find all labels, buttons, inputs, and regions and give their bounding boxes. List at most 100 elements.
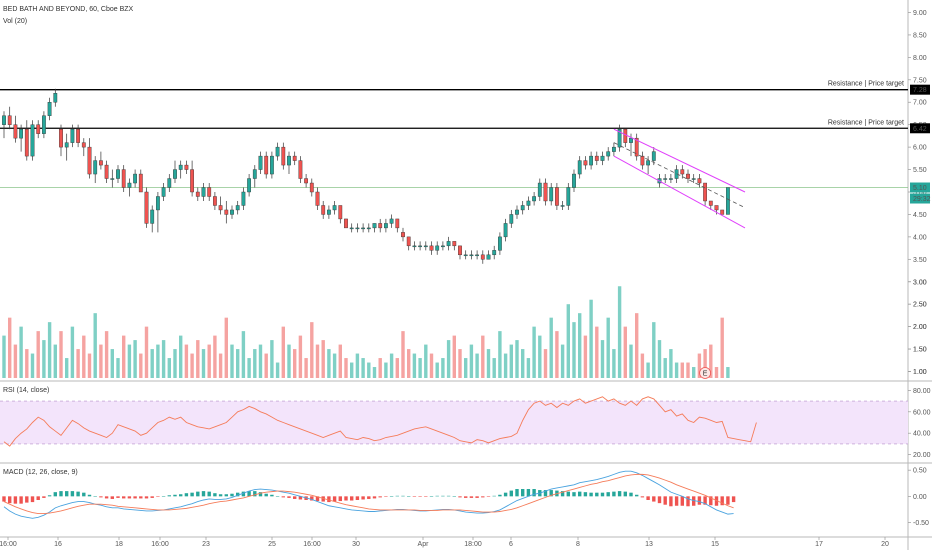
candle-body [418, 245, 422, 248]
macd-histogram-bar [82, 492, 86, 497]
axis-tick-label: 3.00 [913, 279, 927, 286]
volume-bar [646, 362, 650, 378]
candle-body [623, 128, 628, 143]
macd-histogram-bar [338, 496, 342, 502]
macd-histogram-bar [429, 496, 434, 497]
volume-bar [59, 331, 63, 378]
candle-body [309, 182, 314, 193]
time-tick-label: 15 [711, 541, 719, 548]
volume-bar [332, 353, 337, 378]
volume-bar [378, 358, 382, 378]
macd-histogram-bar [332, 496, 337, 502]
volume-bar [93, 313, 97, 378]
volume-bar [65, 358, 69, 378]
volume-bar [258, 344, 263, 378]
candle-body [406, 236, 411, 247]
time-axis[interactable]: 16:00 16 18 16:00 23 25 16:00 30 Apr 18:00 6 8 13 15 1… [0, 537, 889, 548]
macd-legend[interactable]: MACD (12, 26, close, 9) [3, 469, 78, 476]
candle-body [138, 173, 143, 193]
time-tick-label: 25 [268, 541, 276, 548]
rsi-legend[interactable]: RSI (14, close) [3, 387, 49, 394]
candle-body [178, 164, 183, 170]
axis-tick-label: 40.00 [913, 431, 931, 438]
candle-body [515, 209, 519, 215]
candle-body [184, 164, 189, 170]
candle-body [572, 173, 576, 188]
axis-tick-label: 2.00 [913, 324, 927, 331]
price-axis[interactable]: 9.008.508.007.507.006.506.005.505.004.50… [908, 10, 927, 376]
candle-body [475, 254, 479, 257]
macd-histogram-bar [167, 495, 171, 497]
volume-bar [2, 335, 6, 378]
macd-histogram-bar [612, 491, 616, 497]
volume-bar [110, 349, 114, 378]
candles [2, 88, 730, 264]
macd-histogram-bar [19, 496, 23, 504]
macd-histogram-bar [207, 491, 211, 497]
macd-histogram-bar [184, 493, 189, 497]
candle-body [526, 200, 531, 206]
volume-bar [310, 322, 314, 378]
candle-body [155, 196, 160, 211]
macd-histogram-bar [657, 496, 662, 504]
volume-bar [509, 344, 513, 378]
volume-bar [407, 349, 411, 378]
volume-bar [595, 326, 599, 378]
macd-histogram-bar [224, 494, 228, 497]
candle-body [230, 209, 234, 215]
candle-body [207, 187, 212, 197]
macd-histogram-bar [270, 494, 274, 497]
candle-body [110, 178, 115, 180]
macd-histogram-bar [213, 493, 217, 497]
volume-bar [241, 331, 246, 378]
volume-bar [389, 353, 394, 378]
axis-tick-label: 0.00 [913, 494, 927, 501]
macd-histogram-bar [179, 494, 183, 497]
volume-bar [298, 335, 303, 378]
volume-bar [367, 362, 371, 378]
volume-bar [344, 358, 348, 378]
macd-histogram-bar [669, 496, 673, 507]
volume-bar [201, 349, 206, 378]
macd-histogram-bar [686, 496, 690, 507]
macd-histogram-bar [65, 491, 69, 497]
bar-countdown-badge: 29:32 [913, 196, 931, 203]
macd-histogram-bar [127, 496, 132, 499]
symbol-legend[interactable]: BED BATH AND BEYOND, 60, Cboe BZX [3, 6, 134, 13]
volume-bar [25, 349, 29, 378]
candle-body [93, 160, 98, 175]
macd-histogram-bar [287, 496, 291, 498]
volume-bar [469, 344, 474, 378]
candle-body [469, 254, 474, 257]
horizontal-lines[interactable]: Resistance | Price target Resistance | Pr… [0, 81, 908, 188]
candle-body [218, 205, 223, 211]
macd-histogram-bar [697, 496, 702, 505]
volume-bar [116, 358, 120, 378]
macd-histogram-bar [452, 496, 456, 497]
macd-histogram-bar [464, 496, 468, 498]
candle-body [429, 245, 434, 251]
axis-tick-label: 0.50 [913, 468, 927, 475]
time-tick-label: 13 [645, 541, 653, 548]
parallel-channel[interactable] [613, 128, 746, 229]
volume-legend[interactable]: Vol (20) [3, 18, 27, 25]
volume-bar [555, 331, 559, 378]
macd-histogram-bar [401, 495, 405, 497]
candle-body [589, 155, 594, 166]
time-tick-label: 17 [815, 541, 823, 548]
resistance-price-badge: 6.42 [913, 126, 927, 133]
candle-body [87, 146, 92, 175]
volume-bar [589, 299, 593, 378]
bar-countdown-badge-bg [910, 193, 930, 204]
volume-bar [401, 331, 405, 378]
volume-bar [281, 326, 285, 378]
volume-bar [13, 344, 18, 378]
candle-body [275, 146, 280, 157]
macd-histogram-bar [680, 496, 684, 506]
volume-bar [424, 344, 428, 378]
candle-body [161, 187, 166, 197]
volume-bar [315, 344, 320, 378]
volume-bar [264, 353, 268, 378]
volume-bar [53, 344, 57, 378]
